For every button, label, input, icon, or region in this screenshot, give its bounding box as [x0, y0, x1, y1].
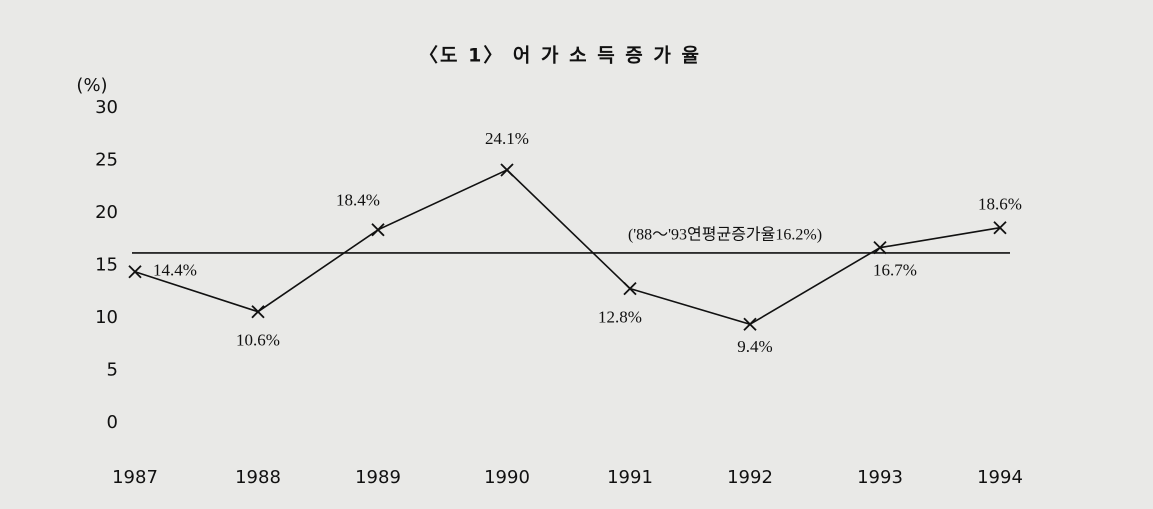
y-tick-label: 5	[107, 360, 118, 381]
y-tick-label: 20	[95, 202, 118, 223]
data-label: 10.6%	[236, 331, 280, 350]
x-tick-label: 1990	[484, 467, 530, 488]
data-marker	[251, 305, 265, 319]
data-label: 14.4%	[153, 261, 197, 280]
data-marker	[371, 223, 385, 237]
y-tick-label: 25	[95, 150, 118, 171]
data-marker	[873, 241, 887, 255]
y-tick-label: 15	[95, 255, 118, 276]
data-line	[134, 168, 1001, 326]
data-label: 16.7%	[873, 261, 917, 280]
data-marker	[128, 265, 142, 279]
x-tick-label: 1988	[235, 467, 281, 488]
data-label: 9.4%	[737, 337, 772, 356]
x-tick-label: 1992	[727, 467, 773, 488]
chart-title: 〈도 1〉 어 가 소 득 증 가 율	[419, 44, 701, 67]
x-tick-label: 1989	[355, 467, 401, 488]
data-marker	[743, 317, 757, 331]
x-tick-label: 1994	[977, 467, 1023, 488]
x-tick-label: 1991	[607, 467, 653, 488]
x-tick-label: 1993	[857, 467, 903, 488]
y-axis-label: (%)	[76, 75, 107, 96]
y-tick-label: 30	[95, 97, 118, 118]
y-tick-label: 0	[107, 412, 118, 433]
data-label: 24.1%	[485, 129, 529, 148]
y-tick-label: 10	[95, 307, 118, 328]
data-marker	[500, 163, 514, 177]
data-label: 18.6%	[978, 195, 1022, 214]
reference-label: ('88～'93연평균증가율16.2%)	[628, 226, 822, 244]
data-marker	[993, 221, 1007, 235]
x-tick-label: 1987	[112, 467, 158, 488]
data-marker	[623, 281, 637, 296]
data-label: 12.8%	[598, 308, 642, 327]
data-label: 18.4%	[336, 191, 380, 210]
